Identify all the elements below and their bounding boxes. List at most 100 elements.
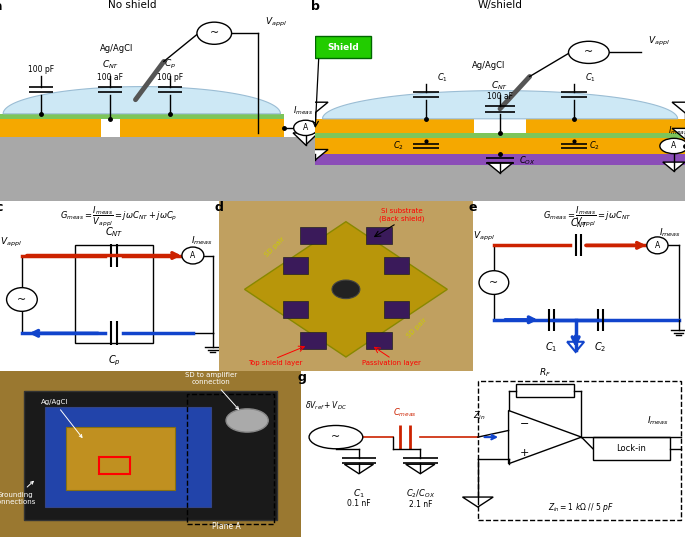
Text: Shield: Shield [327,43,359,52]
Text: $C_p$: $C_p$ [164,59,176,71]
Bar [99,457,129,474]
Text: SD pair: SD pair [406,317,428,339]
Text: A: A [655,241,660,250]
Bar [282,301,308,318]
Text: No shield: No shield [108,0,157,10]
Circle shape [660,139,685,154]
Circle shape [226,409,269,432]
Text: ~: ~ [489,278,499,288]
Text: 100 aF: 100 aF [97,72,123,82]
Text: A: A [303,124,308,133]
Circle shape [647,237,668,254]
Text: $V_{appl}$: $V_{appl}$ [264,16,286,29]
Polygon shape [672,128,685,139]
Text: $C_{NT}$: $C_{NT}$ [105,225,123,238]
Polygon shape [462,497,493,507]
Bar [24,390,277,520]
Bar [366,332,392,349]
Text: $C_{NT}$: $C_{NT}$ [101,59,119,71]
Text: $C_1$: $C_1$ [353,487,365,499]
Text: c: c [0,201,3,214]
Text: $-$: $-$ [519,417,529,427]
Text: Ag/AgCl: Ag/AgCl [40,399,82,438]
Text: 100 aF: 100 aF [487,92,513,101]
Text: $G_{meas}=\dfrac{I_{meas}}{V_{appl}}=j\omega C_{NT}+j\omega C_p$: $G_{meas}=\dfrac{I_{meas}}{V_{appl}}=j\o… [60,205,177,229]
Text: $C_1$: $C_1$ [545,340,558,354]
Text: ~: ~ [584,47,593,57]
FancyBboxPatch shape [315,37,371,59]
Text: Ag/AgCl: Ag/AgCl [472,61,506,70]
Bar [516,384,574,397]
Polygon shape [567,342,584,352]
Bar [384,257,409,274]
Text: W/shield: W/shield [477,0,523,10]
Text: $R_F$: $R_F$ [539,366,551,379]
Text: $G_{meas}=\dfrac{I_{meas}}{V_{appl}}=j\omega C_{NT}$: $G_{meas}=\dfrac{I_{meas}}{V_{appl}}=j\o… [543,205,632,229]
Bar [282,257,308,274]
Circle shape [569,41,609,63]
Circle shape [294,120,318,135]
Polygon shape [302,149,328,160]
Text: Ag/AgCl: Ag/AgCl [100,45,134,53]
Text: $I_{meas}$: $I_{meas}$ [669,125,685,137]
Bar [315,138,685,154]
Bar [0,114,284,119]
Bar [593,437,670,460]
Polygon shape [3,86,280,114]
Bar [526,119,685,133]
Text: 2.1 nF: 2.1 nF [408,500,432,510]
Bar [45,407,211,507]
Circle shape [182,247,204,264]
Circle shape [197,22,232,44]
Bar [315,133,685,138]
Text: $C_{NT}$: $C_{NT}$ [491,79,509,92]
Text: e: e [469,201,477,214]
Text: ~: ~ [332,432,340,442]
Bar [300,332,325,349]
Text: SD pair: SD pair [264,236,286,258]
Text: SD to amplifier
connection: SD to amplifier connection [185,372,238,409]
Bar [0,137,315,201]
Text: ~: ~ [210,28,219,38]
Text: b: b [312,0,321,13]
Text: $V_{appl}$: $V_{appl}$ [0,236,22,249]
Bar [66,427,175,490]
Bar [300,227,325,244]
Text: $C_1$: $C_1$ [437,71,448,84]
Text: $\delta V_{ref}+V_{DC}$: $\delta V_{ref}+V_{DC}$ [306,400,347,412]
Polygon shape [293,133,319,145]
Text: Top shield layer: Top shield layer [248,360,302,366]
Bar [384,301,409,318]
Text: Si substrate
(Back shield): Si substrate (Back shield) [379,208,425,222]
Text: $I_{meas}$: $I_{meas}$ [659,226,681,239]
Text: $C_1$: $C_1$ [585,71,596,84]
Text: Passivation layer: Passivation layer [362,360,421,366]
Circle shape [309,425,363,449]
Text: Lock-in: Lock-in [616,444,646,453]
Text: A: A [671,141,677,150]
Text: g: g [297,371,306,383]
Text: $C_2$: $C_2$ [589,140,600,153]
Text: d: d [214,201,223,214]
Polygon shape [345,465,373,474]
Text: $Z_{in}$: $Z_{in}$ [473,410,486,422]
Polygon shape [487,163,513,173]
Text: $C_{NT}$: $C_{NT}$ [570,216,588,230]
Text: A: A [190,251,195,260]
Text: 100 pF: 100 pF [28,64,54,74]
Bar [187,394,274,524]
Text: $C_p$: $C_p$ [108,353,121,368]
Polygon shape [245,222,447,357]
Polygon shape [672,102,685,113]
Text: $I_{meas}$: $I_{meas}$ [293,105,313,117]
Text: Grounding
connections: Grounding connections [0,481,36,505]
Bar [0,119,101,137]
Bar [315,119,474,133]
Text: $C_2/C_{OX}$: $C_2/C_{OX}$ [406,487,435,499]
Bar [366,227,392,244]
Text: 100 pF: 100 pF [157,72,183,82]
Text: $C_{meas}$: $C_{meas}$ [393,407,416,419]
Circle shape [479,271,509,294]
Text: ~: ~ [17,294,27,304]
Text: $I_{meas}$: $I_{meas}$ [647,415,669,427]
